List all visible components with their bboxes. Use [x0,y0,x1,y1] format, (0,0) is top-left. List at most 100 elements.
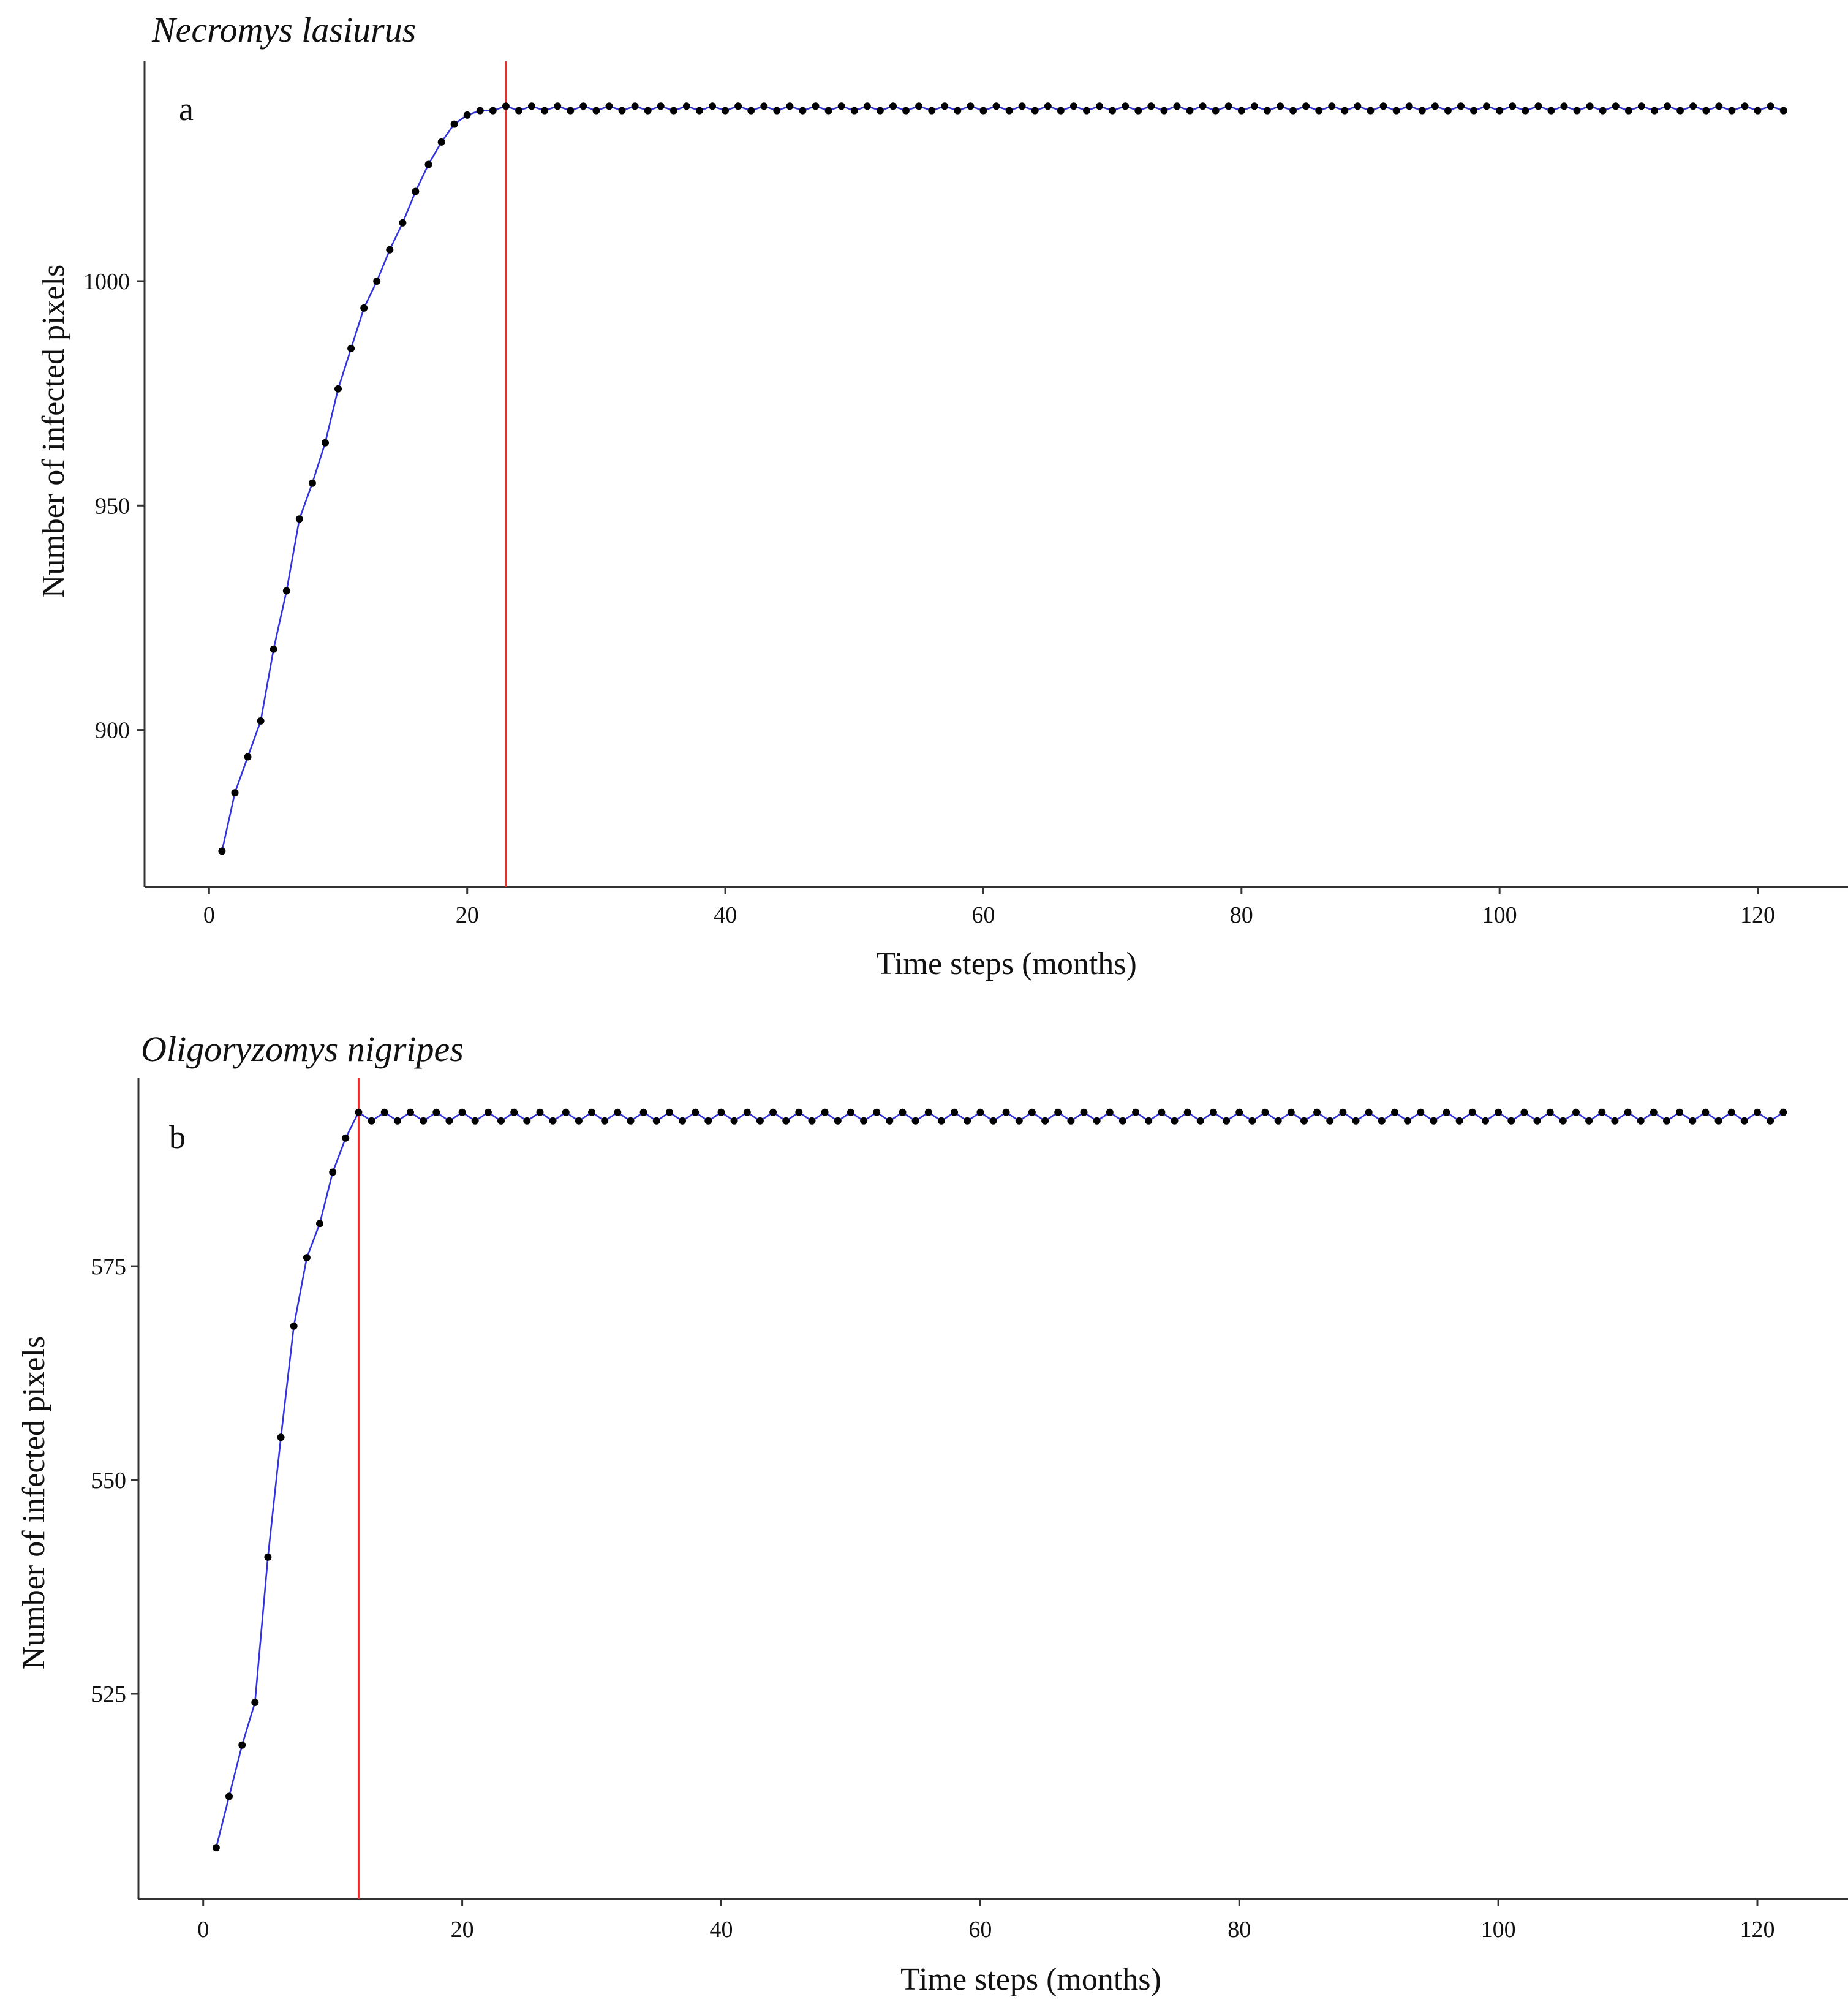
data-point [1212,107,1220,115]
x-tick-label: 60 [968,1917,992,1943]
data-point [682,102,690,110]
data-point [1209,1108,1217,1116]
data-point [704,1117,712,1125]
data-point [1547,107,1555,115]
data-point [730,1117,738,1125]
data-point [1223,1117,1231,1125]
data-point [1714,1117,1722,1125]
y-axis-label: Number of infected pixels [36,265,71,598]
data-point [1741,102,1749,110]
data-point [976,1108,984,1116]
chart-title: Oligoryzomys nigripes [141,1029,464,1069]
data-point [282,587,290,595]
data-point [1663,1117,1670,1125]
data-point [528,102,535,110]
data-point [218,847,226,855]
data-point [1611,1117,1619,1125]
data-point [1650,1108,1658,1116]
data-point [1533,1117,1541,1125]
data-point [1057,107,1065,115]
data-point [1418,107,1426,115]
data-point [1339,1108,1347,1116]
data-point [1404,1117,1412,1125]
data-point [782,1117,790,1125]
data-point [743,1108,751,1116]
data-point [760,102,768,110]
data-point [244,753,252,761]
data-point [1002,1108,1010,1116]
data-point [722,107,730,115]
data-point [562,1108,570,1116]
data-point [989,1117,997,1125]
x-tick-label: 100 [1481,1917,1516,1943]
data-point [1728,107,1736,115]
data-point [1483,102,1491,110]
data-point [786,102,794,110]
data-point [1676,107,1684,115]
data-point [1080,1108,1088,1116]
data-point [393,1117,401,1125]
data-point [1391,1108,1398,1116]
data-point [863,102,871,110]
data-point [1522,107,1529,115]
data-point [523,1117,531,1125]
data-point [889,102,897,110]
data-point [1274,1117,1282,1125]
data-point [824,107,832,115]
data-point [799,107,807,115]
data-point [360,304,368,312]
data-point [941,102,949,110]
x-tick-label: 0 [203,902,215,928]
x-tick-label: 80 [1228,1917,1251,1943]
data-point [1779,107,1787,115]
data-point [1041,1117,1049,1125]
data-point [1651,107,1658,115]
data-point [1134,107,1142,115]
data-point [1118,1117,1126,1125]
data-point [1145,1117,1153,1125]
data-point [967,102,975,110]
data-point [399,219,407,227]
data-point [605,102,613,110]
data-point [1689,102,1697,110]
data-point [1158,1108,1166,1116]
data-point [1599,107,1607,115]
data-point [1083,107,1090,115]
data-point [915,102,923,110]
data-point [1354,102,1362,110]
data-point [1379,102,1387,110]
data-point [911,1117,919,1125]
data-point [1586,102,1594,110]
x-tick-label: 60 [971,902,995,928]
data-point [316,1220,323,1228]
data-point [355,1108,363,1116]
data-point [1044,102,1052,110]
data-point [554,102,562,110]
data-point [437,138,445,146]
data-point [1031,107,1039,115]
data-point [489,107,497,115]
data-point [303,1254,311,1262]
data-point [1689,1117,1697,1125]
data-point [264,1553,272,1561]
data-point [1106,1108,1114,1116]
data-point [692,1108,700,1116]
data-point [669,107,677,115]
data-point [1315,107,1323,115]
data-point [1417,1108,1425,1116]
data-point [665,1108,673,1116]
data-point [497,1117,505,1125]
data-point [420,1117,428,1125]
data-point [1367,107,1375,115]
data-point [1054,1108,1062,1116]
data-point [1392,107,1400,115]
data-point [614,1108,622,1116]
data-point [1767,102,1774,110]
data-point [812,102,820,110]
data-point [588,1108,595,1116]
data-point [1612,102,1620,110]
data-point [1767,1117,1774,1125]
data-point [886,1117,894,1125]
x-tick-label: 80 [1230,902,1253,928]
y-axis-label: Number of infected pixels [17,1336,51,1669]
